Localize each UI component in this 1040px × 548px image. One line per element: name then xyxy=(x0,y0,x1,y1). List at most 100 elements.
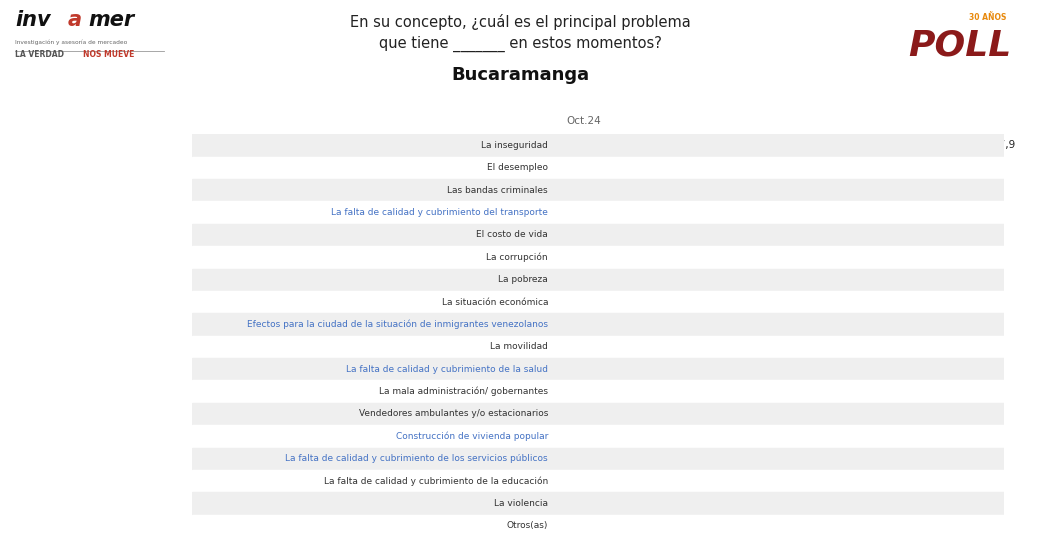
Bar xyxy=(556,515,1004,537)
Text: 0,2: 0,2 xyxy=(566,499,581,509)
Text: 0,3: 0,3 xyxy=(566,476,582,486)
Text: El costo de vida: El costo de vida xyxy=(476,231,548,239)
Text: La situación económica: La situación económica xyxy=(442,298,548,306)
Text: 4,3: 4,3 xyxy=(602,252,619,262)
Bar xyxy=(192,157,1004,179)
Text: La falta de calidad y cubrimiento de la educación: La falta de calidad y cubrimiento de la … xyxy=(323,476,548,486)
Bar xyxy=(192,492,1004,515)
Text: Vendedores ambulantes y/o estacionarios: Vendedores ambulantes y/o estacionarios xyxy=(359,409,548,419)
Bar xyxy=(192,403,1004,425)
Text: Construcción de vivienda popular: Construcción de vivienda popular xyxy=(395,432,548,441)
Bar xyxy=(556,470,1004,492)
Text: La inseguridad: La inseguridad xyxy=(482,141,548,150)
Bar xyxy=(556,316,574,333)
Bar xyxy=(192,425,1004,448)
Text: Bucaramanga: Bucaramanga xyxy=(451,66,589,84)
Text: La falta de calidad y cubrimiento de la salud: La falta de calidad y cubrimiento de la … xyxy=(346,365,548,374)
Text: 6,5: 6,5 xyxy=(622,208,639,218)
Bar xyxy=(556,246,1004,269)
Bar xyxy=(556,202,1004,224)
Bar xyxy=(556,448,1004,470)
Text: LA VERDAD: LA VERDAD xyxy=(16,49,64,59)
Bar xyxy=(556,313,1004,335)
Text: 11,3: 11,3 xyxy=(665,163,687,173)
Text: 30 AÑOS: 30 AÑOS xyxy=(969,13,1006,22)
Bar xyxy=(192,134,1004,157)
Bar xyxy=(556,380,1004,403)
Text: Las bandas criminales: Las bandas criminales xyxy=(447,186,548,195)
Bar xyxy=(192,470,1004,492)
Bar xyxy=(556,339,570,355)
Bar xyxy=(192,335,1004,358)
Bar xyxy=(192,358,1004,380)
Text: El desempleo: El desempleo xyxy=(487,163,548,172)
Text: 6,5: 6,5 xyxy=(622,185,639,195)
Bar xyxy=(556,425,1004,448)
Bar xyxy=(556,179,1004,202)
Bar xyxy=(556,204,615,221)
Text: 0,8: 0,8 xyxy=(571,409,588,419)
Bar xyxy=(556,291,1004,313)
Bar xyxy=(556,226,605,243)
Bar xyxy=(556,492,1004,515)
Bar xyxy=(192,179,1004,202)
Text: inv: inv xyxy=(16,10,51,30)
Text: Efectos para la ciudad de la situación de inmigrantes venezolanos: Efectos para la ciudad de la situación d… xyxy=(248,319,548,329)
Bar xyxy=(556,495,558,512)
Text: 3,5: 3,5 xyxy=(595,521,612,531)
Bar xyxy=(556,358,1004,380)
Bar xyxy=(556,406,564,423)
Text: La pobreza: La pobreza xyxy=(498,275,548,284)
Bar xyxy=(192,269,1004,291)
Bar xyxy=(192,448,1004,470)
Bar xyxy=(556,517,588,534)
Bar xyxy=(556,224,1004,246)
Bar xyxy=(556,159,657,176)
Text: mer: mer xyxy=(88,10,135,30)
Bar xyxy=(556,294,576,311)
Text: Otros(as): Otros(as) xyxy=(506,521,548,530)
Text: 1,5: 1,5 xyxy=(577,342,594,352)
Bar xyxy=(556,361,570,378)
Bar xyxy=(556,383,568,400)
Bar xyxy=(556,249,595,266)
Text: La violencia: La violencia xyxy=(494,499,548,508)
Bar xyxy=(556,157,1004,179)
Text: 5,5: 5,5 xyxy=(613,230,629,240)
Text: 2,0: 2,0 xyxy=(581,319,598,329)
Text: POLL: POLL xyxy=(908,28,1011,63)
Text: 47,9: 47,9 xyxy=(992,140,1015,151)
Text: que tiene _______ en estos momentos?: que tiene _______ en estos momentos? xyxy=(379,36,661,52)
Bar xyxy=(556,182,615,198)
Bar xyxy=(556,134,1004,157)
Text: La movilidad: La movilidad xyxy=(490,342,548,351)
Text: En su concepto, ¿cuál es el principal problema: En su concepto, ¿cuál es el principal pr… xyxy=(349,14,691,30)
Bar xyxy=(192,246,1004,269)
Text: Oct.24: Oct.24 xyxy=(567,116,601,126)
Text: 0,8: 0,8 xyxy=(571,431,588,441)
Bar xyxy=(556,271,586,288)
Bar xyxy=(556,335,1004,358)
Text: 0,7: 0,7 xyxy=(570,454,587,464)
Bar xyxy=(192,202,1004,224)
Text: 3,2: 3,2 xyxy=(592,275,608,285)
Bar xyxy=(192,515,1004,537)
Bar xyxy=(192,224,1004,246)
Text: NOS MUEVE: NOS MUEVE xyxy=(83,49,134,59)
Bar xyxy=(556,269,1004,291)
Bar xyxy=(556,450,563,467)
Text: 1,3: 1,3 xyxy=(575,386,592,397)
Text: La falta de calidad y cubrimiento de los servicios públicos: La falta de calidad y cubrimiento de los… xyxy=(285,454,548,463)
Text: a: a xyxy=(68,10,82,30)
Text: 1,5: 1,5 xyxy=(577,364,594,374)
Text: La mala administración/ gobernantes: La mala administración/ gobernantes xyxy=(380,387,548,396)
Text: La corrupción: La corrupción xyxy=(487,253,548,262)
Bar xyxy=(192,380,1004,403)
Bar xyxy=(556,403,1004,425)
Bar xyxy=(556,428,564,445)
Bar xyxy=(556,473,560,489)
Bar xyxy=(192,313,1004,335)
Text: 2,2: 2,2 xyxy=(583,297,600,307)
Text: La falta de calidad y cubrimiento del transporte: La falta de calidad y cubrimiento del tr… xyxy=(331,208,548,217)
Text: Investigación y asesoría de mercadeo: Investigación y asesoría de mercadeo xyxy=(16,40,128,45)
